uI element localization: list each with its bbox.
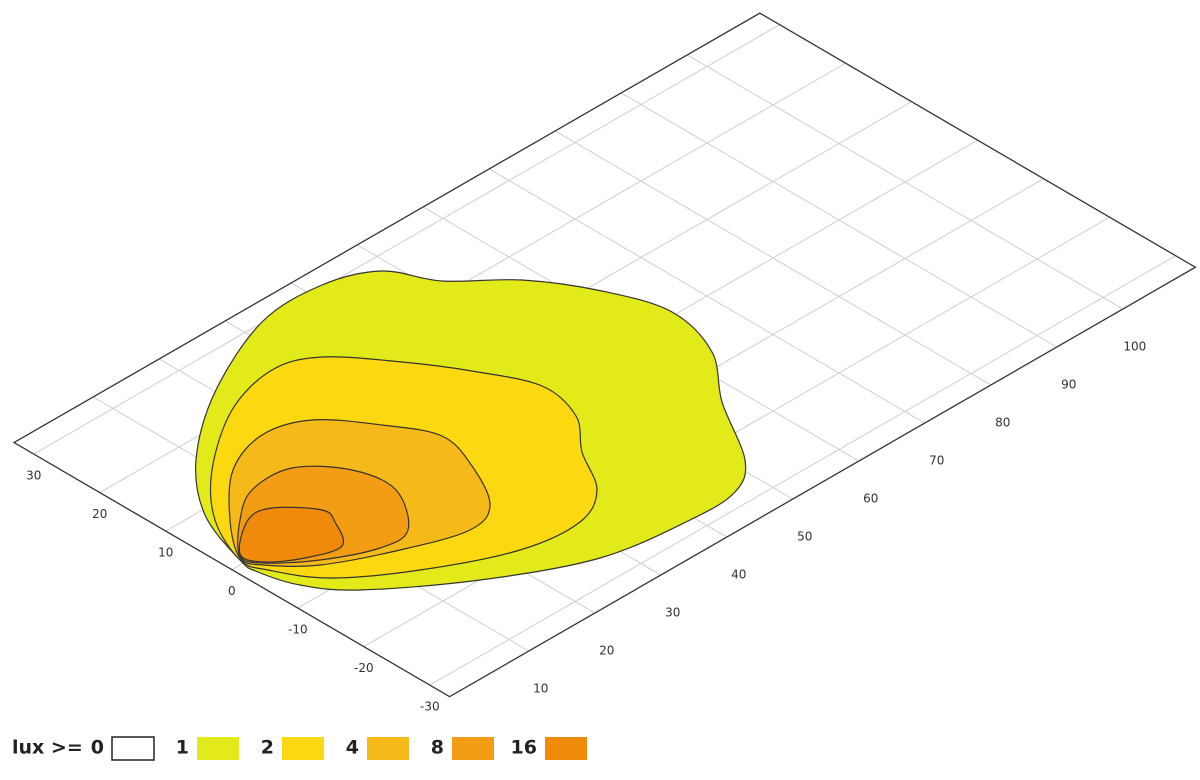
legend-swatch (452, 737, 494, 760)
y-tick-label: 30 (665, 606, 680, 620)
legend-swatch (197, 737, 239, 760)
plane-border (12, 12, 1197, 698)
y-tick-label: 10 (533, 682, 548, 696)
grid-line (686, 54, 1124, 310)
legend-label: 1 (176, 737, 189, 759)
y-tick-label: 80 (995, 416, 1010, 430)
contour-region (238, 506, 345, 563)
legend-swatch (545, 737, 587, 760)
legend-label: 8 (431, 737, 444, 759)
grid-line (429, 255, 1176, 686)
legend-label: 0 (91, 737, 104, 759)
grid-line (554, 130, 992, 386)
y-tick-label: 90 (1061, 378, 1076, 392)
y-tick-label: 40 (731, 568, 746, 582)
x-tick-label: 30 (26, 469, 41, 483)
legend-swatch (282, 737, 324, 760)
y-tick-label: 60 (863, 492, 878, 506)
grid-line (620, 92, 1058, 348)
y-tick-label: 20 (599, 644, 614, 658)
legend-label: 2 (261, 737, 274, 759)
y-tick-label: 100 (1123, 340, 1146, 354)
legend-swatch (367, 737, 409, 760)
x-tick-label: 0 (228, 584, 236, 598)
legend-label: 4 (346, 737, 359, 759)
y-tick-label: 50 (797, 530, 812, 544)
x-tick-label: 10 (158, 546, 173, 560)
y-tick-label: 70 (929, 454, 944, 468)
grid-line (33, 24, 780, 455)
legend-title: lux >= (12, 737, 83, 759)
grid-line (488, 168, 926, 424)
legend-swatch (111, 736, 155, 761)
x-tick-label: -30 (420, 700, 440, 714)
x-tick-label: 20 (92, 507, 107, 521)
x-tick-label: -20 (354, 661, 374, 675)
x-tick-label: -10 (288, 623, 308, 637)
legend-label: 16 (511, 737, 537, 759)
